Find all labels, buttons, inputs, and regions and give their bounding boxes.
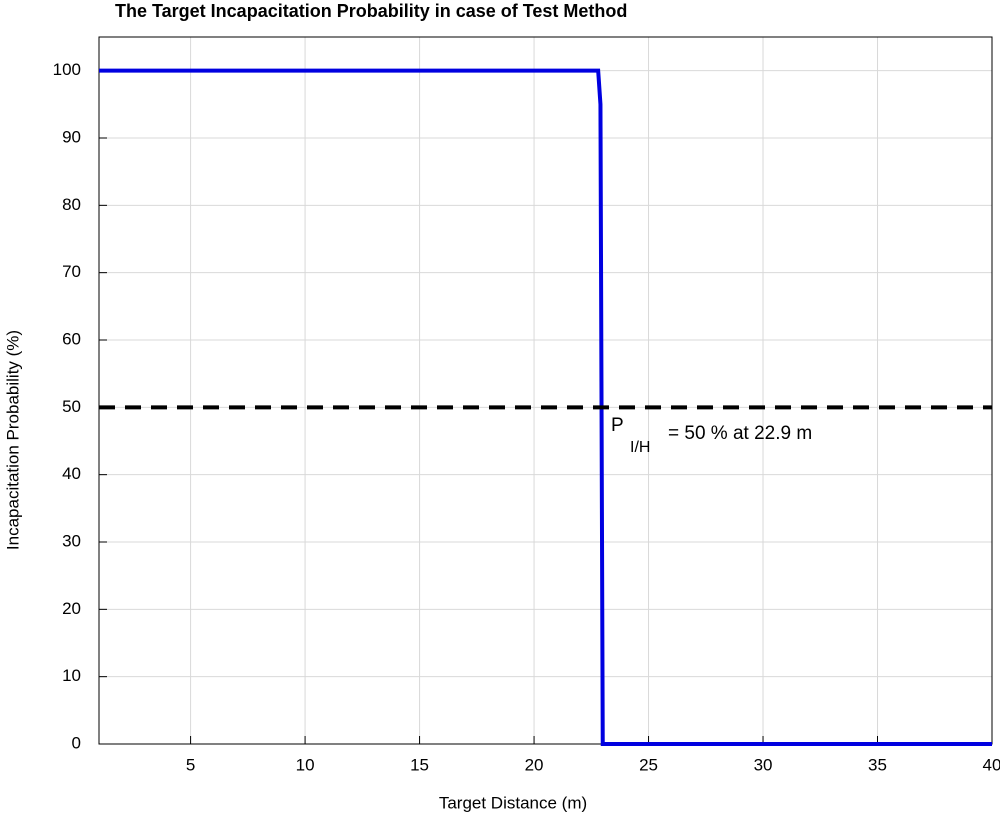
x-tick-label: 15 xyxy=(410,755,429,774)
plot-frame xyxy=(98,36,993,745)
x-tick-label: 30 xyxy=(754,755,773,774)
x-tick-label: 20 xyxy=(525,755,544,774)
y-tick-label: 70 xyxy=(62,262,81,281)
data-line xyxy=(99,68,992,746)
y-tick-label: 90 xyxy=(62,127,81,146)
y-tick-label: 60 xyxy=(62,329,81,348)
chart-title: The Target Incapacitation Probability in… xyxy=(115,1,627,21)
x-tick-label: 40 xyxy=(983,755,1000,774)
y-tick-label: 20 xyxy=(62,599,81,618)
x-axis-label: Target Distance (m) xyxy=(439,793,587,812)
x-tick-label: 10 xyxy=(296,755,315,774)
annotation-subscript: I/H xyxy=(630,439,650,456)
y-tick-label: 0 xyxy=(72,733,81,752)
x-tick-label: 35 xyxy=(868,755,887,774)
x-tick-label: 5 xyxy=(186,755,195,774)
y-tick-label: 50 xyxy=(62,397,81,416)
annotation-main: P xyxy=(611,415,624,436)
annotation-text: = 50 % at 22.9 m xyxy=(668,423,812,444)
y-axis-label: Incapacitation Probability (%) xyxy=(3,330,22,550)
y-tick-label: 80 xyxy=(62,195,81,214)
y-tick-label: 100 xyxy=(53,60,81,79)
x-tick-label: 25 xyxy=(639,755,658,774)
y-tick-label: 40 xyxy=(62,464,81,483)
y-tick-label: 10 xyxy=(62,666,81,685)
y-tick-label: 30 xyxy=(62,531,81,550)
